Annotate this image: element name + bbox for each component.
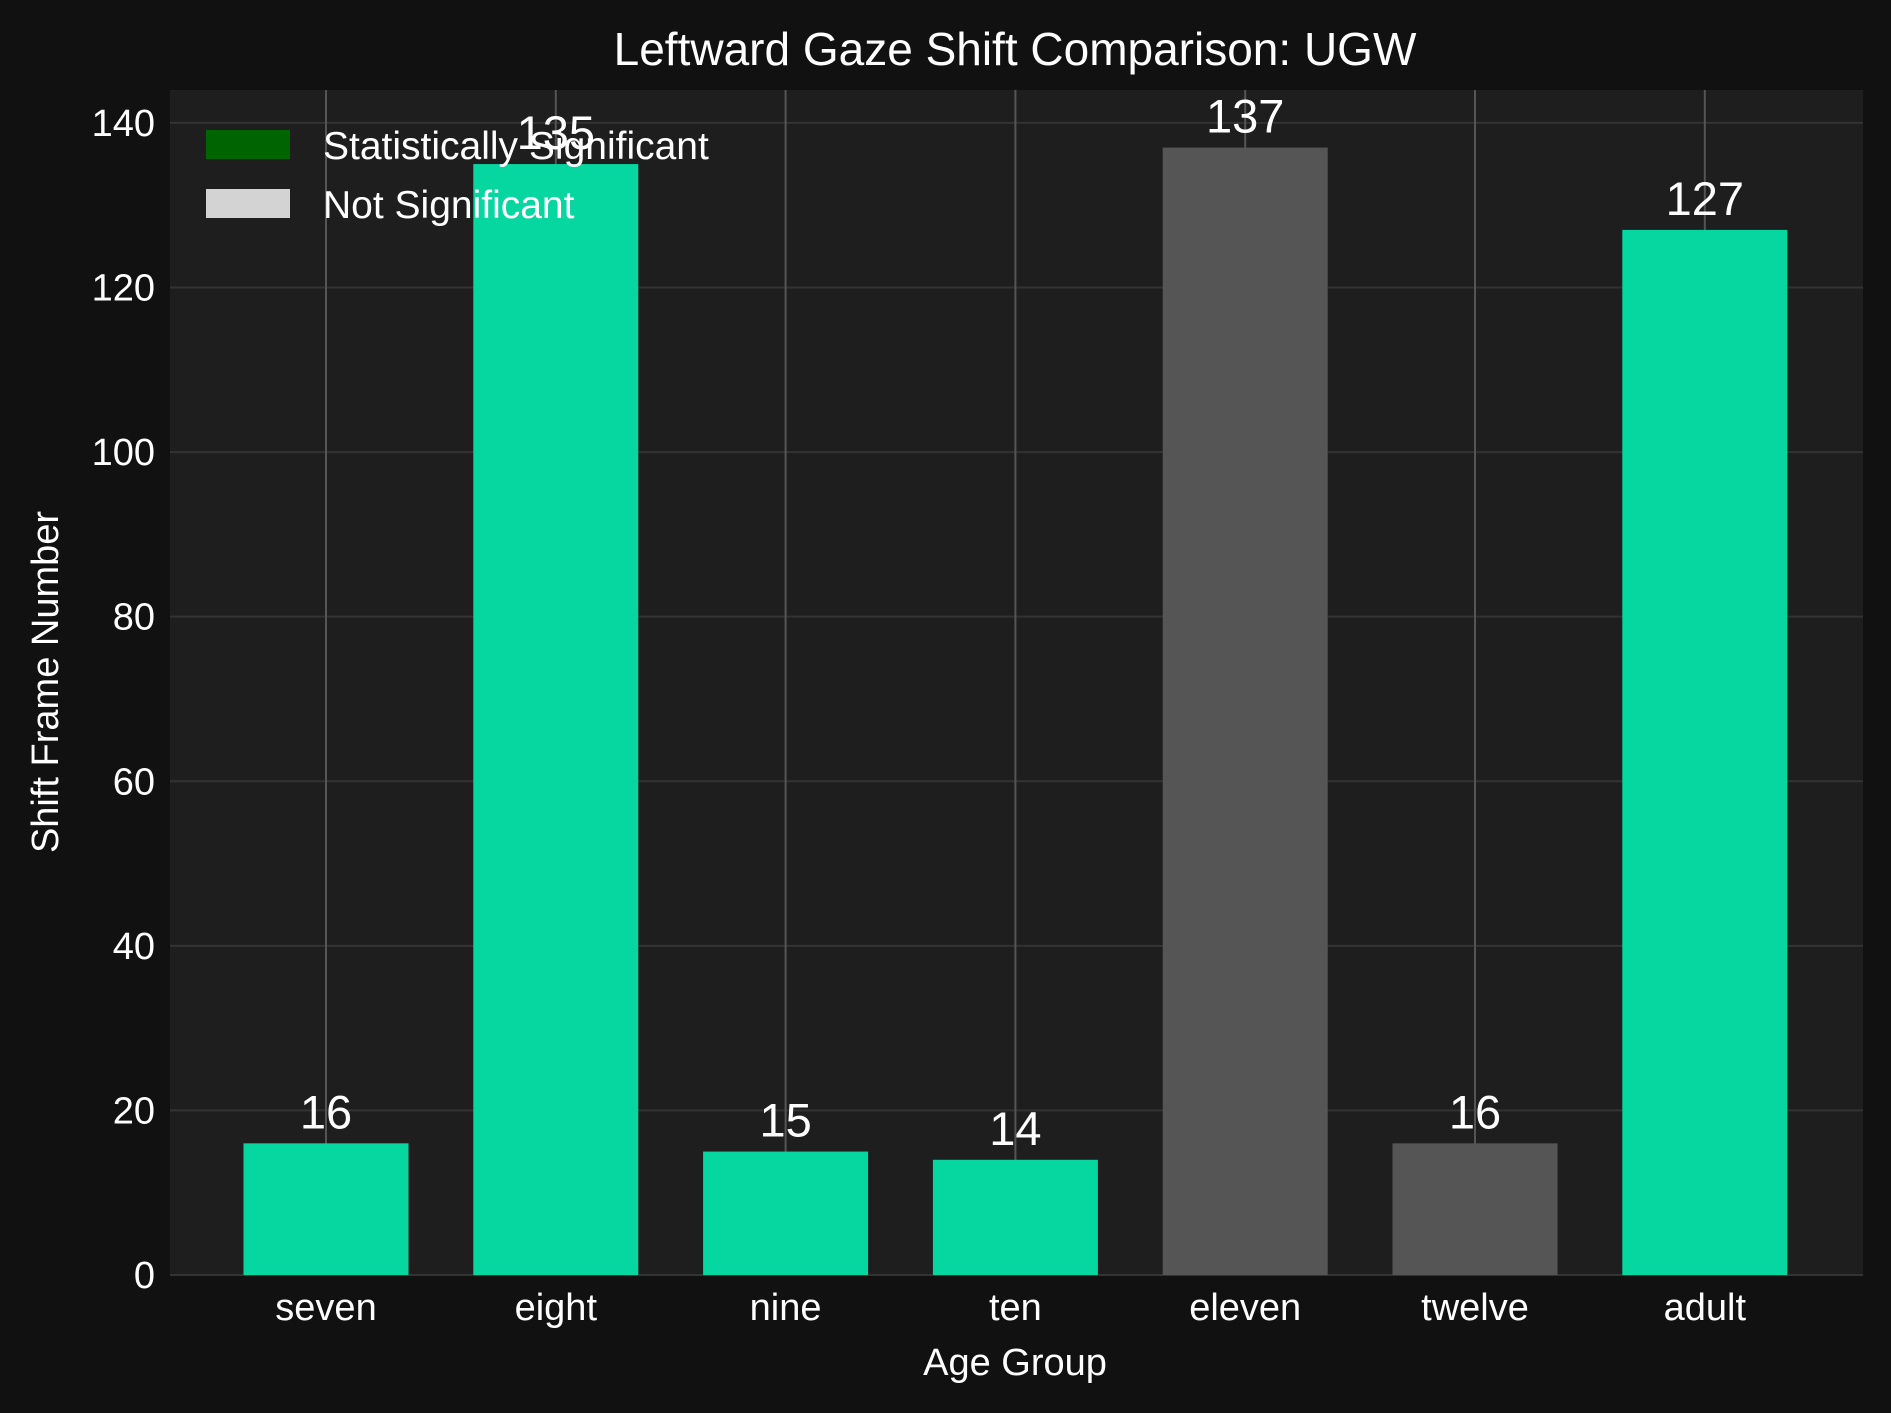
y-tick-label: 120 bbox=[92, 268, 155, 310]
plot-area bbox=[170, 90, 1863, 1275]
y-tick-label: 140 bbox=[92, 103, 155, 145]
x-tick-label-seven: seven bbox=[275, 1287, 376, 1329]
legend-label-not-significant: Not Significant bbox=[323, 184, 575, 227]
y-tick-label: 80 bbox=[113, 597, 155, 639]
legend: Statistically Significant Not Significan… bbox=[206, 125, 709, 227]
bar-eleven bbox=[1162, 147, 1328, 1276]
bars bbox=[243, 147, 1788, 1276]
bar-seven bbox=[243, 1143, 409, 1275]
y-tick-label: 40 bbox=[113, 926, 155, 968]
x-tick-label-eight: eight bbox=[515, 1287, 598, 1329]
x-axis-ticks: seven eight nine ten eleven twelve adult bbox=[275, 1287, 1746, 1329]
bar-nine bbox=[703, 1151, 869, 1275]
bar-adult bbox=[1622, 229, 1788, 1275]
value-label-eight: 135 bbox=[517, 106, 595, 159]
bar-ten bbox=[932, 1159, 1098, 1275]
y-tick-label: 100 bbox=[92, 432, 155, 474]
value-label-nine: 15 bbox=[759, 1094, 811, 1147]
chart-title: Leftward Gaze Shift Comparison: UGW bbox=[614, 23, 1417, 75]
x-tick-label-twelve: twelve bbox=[1421, 1287, 1529, 1329]
value-label-ten: 14 bbox=[989, 1102, 1041, 1155]
x-tick-label-nine: nine bbox=[750, 1287, 822, 1329]
value-label-adult: 127 bbox=[1666, 172, 1744, 225]
value-label-seven: 16 bbox=[300, 1085, 352, 1138]
y-tick-label: 0 bbox=[134, 1255, 155, 1297]
x-tick-label-adult: adult bbox=[1664, 1287, 1747, 1329]
value-label-eleven: 137 bbox=[1206, 90, 1284, 143]
legend-label-significant: Statistically Significant bbox=[323, 125, 709, 168]
legend-swatch-significant bbox=[206, 130, 290, 159]
x-tick-label-ten: ten bbox=[989, 1287, 1042, 1329]
legend-swatch-not-significant bbox=[206, 189, 290, 218]
bar-eight bbox=[473, 164, 639, 1275]
x-tick-label-eleven: eleven bbox=[1189, 1287, 1301, 1329]
y-tick-label: 20 bbox=[113, 1090, 155, 1132]
y-tick-label: 60 bbox=[113, 761, 155, 803]
y-axis-label: Shift Frame Number bbox=[25, 511, 67, 853]
value-label-twelve: 16 bbox=[1449, 1085, 1501, 1138]
value-labels: 16 135 15 14 137 16 127 bbox=[300, 90, 1744, 1155]
x-axis-label: Age Group bbox=[923, 1342, 1107, 1384]
y-axis-ticks: 0 20 40 60 80 100 120 140 bbox=[92, 103, 155, 1297]
bar-twelve bbox=[1392, 1143, 1558, 1275]
